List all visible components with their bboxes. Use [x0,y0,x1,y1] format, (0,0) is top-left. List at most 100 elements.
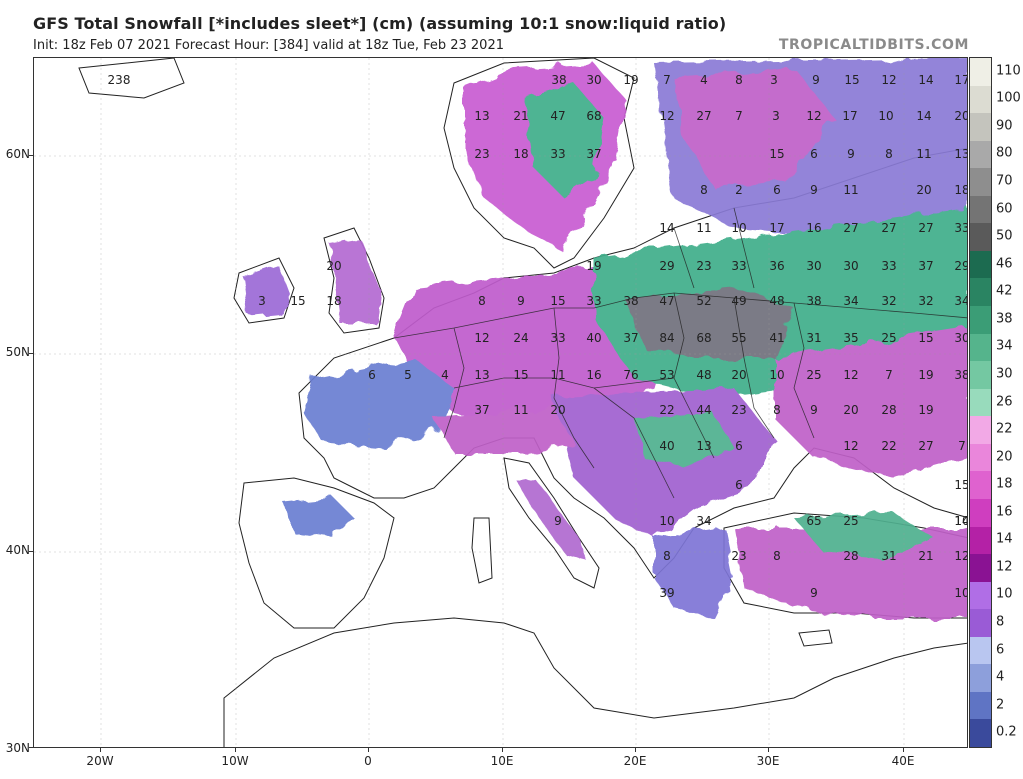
snowfall-value-label: 12 [843,368,859,382]
map-subtitle: Init: 18z Feb 07 2021 Forecast Hour: [38… [33,38,504,53]
snowfall-value-label: 8 [773,403,781,417]
legend-swatch [970,250,991,279]
brand-watermark: TROPICALTIDBITS.COM [778,37,969,53]
lat-label-50n: 50N [5,345,30,359]
snowfall-value-label: 15 [844,73,860,87]
legend-label: 90 [996,118,1013,134]
snowfall-value-label: 7 [885,368,893,382]
snowfall-value-label: 3 [772,109,780,123]
iberia [238,477,395,629]
snowfall-value-label: 47 [550,109,566,123]
snowfall-value-label: 27 [918,221,934,235]
snowfall-value-label: 12 [954,549,967,563]
snowfall-value-label: 44 [696,403,712,417]
legend-swatch [970,140,991,169]
snowfall-value-label: 23 [731,403,747,417]
color-legend [969,57,992,748]
legend-label: 4 [996,669,1005,685]
snowfall-value-label: 38 [954,368,967,382]
snowfall-value-label: 32 [881,294,897,308]
legend-swatch [970,416,991,445]
snowfall-value-label: 18 [954,183,967,197]
legend-swatch [970,223,991,252]
snowfall-value-label: 31 [881,549,897,563]
legend-swatch [970,471,991,500]
legend-swatch [970,333,991,362]
legend-label: 60 [996,201,1013,217]
snowfall-value-label: 11 [550,368,566,382]
snowfall-value-label: 9 [517,294,525,308]
snowfall-value-label: 14 [954,514,967,528]
snowfall-value-label: 33 [586,294,602,308]
snowfall-value-label: 8 [663,549,671,563]
legend-swatch [970,526,991,555]
snowfall-value-label: 30 [843,259,859,273]
snowfall-value-label: 28 [843,549,859,563]
snowfall-value-label: 6 [735,439,743,453]
snowfall-value-label: 27 [918,439,934,453]
snowfall-value-label: 12 [843,439,859,453]
snowfall-value-label: 33 [550,331,566,345]
snowfall-value-label: 19 [918,368,934,382]
snowfall-value-label: 25 [881,331,897,345]
snowfall-value-label: 20 [954,109,967,123]
snowfall-value-label: 84 [659,331,675,345]
snowfall-value-label: 13 [696,439,712,453]
snowfall-value-label: 48 [769,294,785,308]
snowfall-value-label: 37 [474,403,490,417]
snowfall-value-label: 48 [696,368,712,382]
snowfall-value-label: 10 [659,514,675,528]
snowfall-value-label: 53 [659,368,675,382]
snowfall-value-label: 38 [551,73,567,87]
legend-swatch [970,691,991,720]
snowfall-value-label: 3 [770,73,778,87]
snow-italy [514,478,589,563]
borders [393,207,967,499]
snowfall-value-label: 9 [812,73,820,87]
legend-label: 70 [996,173,1013,189]
snowfall-value-label: 29 [659,259,675,273]
snowfall-value-label: 12 [474,331,490,345]
snowfall-shading [244,58,967,618]
snowfall-value-label: 2 [735,183,743,197]
snow-greece [654,528,734,618]
snowfall-map: 23 8 38 30 19 7 48 3 9 15 12 14 17 13 2 14 7 6 8 12 27 7 3 12 17… [33,57,968,748]
snowfall-value-label: 41 [769,331,785,345]
snow-east-core [624,288,794,358]
legend-swatch [970,636,991,665]
snow-iberia [284,498,354,538]
snowfall-value-label: 20 [550,403,566,417]
legend-label: 16 [996,504,1013,520]
snowfall-value-label: 33 [731,259,747,273]
lon-label-20w: 20W [86,754,114,768]
snowfall-value-label: 30 [586,73,602,87]
snowfall-value-label: 8 [700,183,708,197]
snowfall-value-label: 17 [769,221,785,235]
snowfall-value-label: 8 [885,147,893,161]
snowfall-value-label: 9 [847,147,855,161]
legend-label: 80 [996,145,1013,161]
lat-tick [29,353,33,354]
snow-alps [434,408,574,453]
snowfall-value-label: 6 [735,478,743,492]
snowfall-value-label: 7 [958,439,966,453]
snowfall-value-label: 17 [954,73,967,87]
snowfall-value-label: 9 [810,403,818,417]
snowfall-value-label: 25 [843,514,859,528]
legend-label: 100 [996,90,1021,106]
snowfall-value-label: 18 [326,294,342,308]
snowfall-value-label: 11 [843,183,859,197]
snowfall-value-label: 8 [478,294,486,308]
snowfall-value-label: 55 [731,331,747,345]
snowfall-value-label: 28 [881,403,897,417]
snowfall-value-label: 11 [513,403,529,417]
snowfall-value-label: 14 [918,73,934,87]
snowfall-value-label: 19 [918,403,934,417]
snowfall-value-label: 15 [954,478,967,492]
snowfall-value-label: 23 [731,549,747,563]
snowfall-value-label: 9 [554,514,562,528]
snow-britain [329,238,379,323]
snowfall-value-label: 33 [881,259,897,273]
snowfall-value-label: 7 [663,73,671,87]
snow-ireland [244,266,289,316]
